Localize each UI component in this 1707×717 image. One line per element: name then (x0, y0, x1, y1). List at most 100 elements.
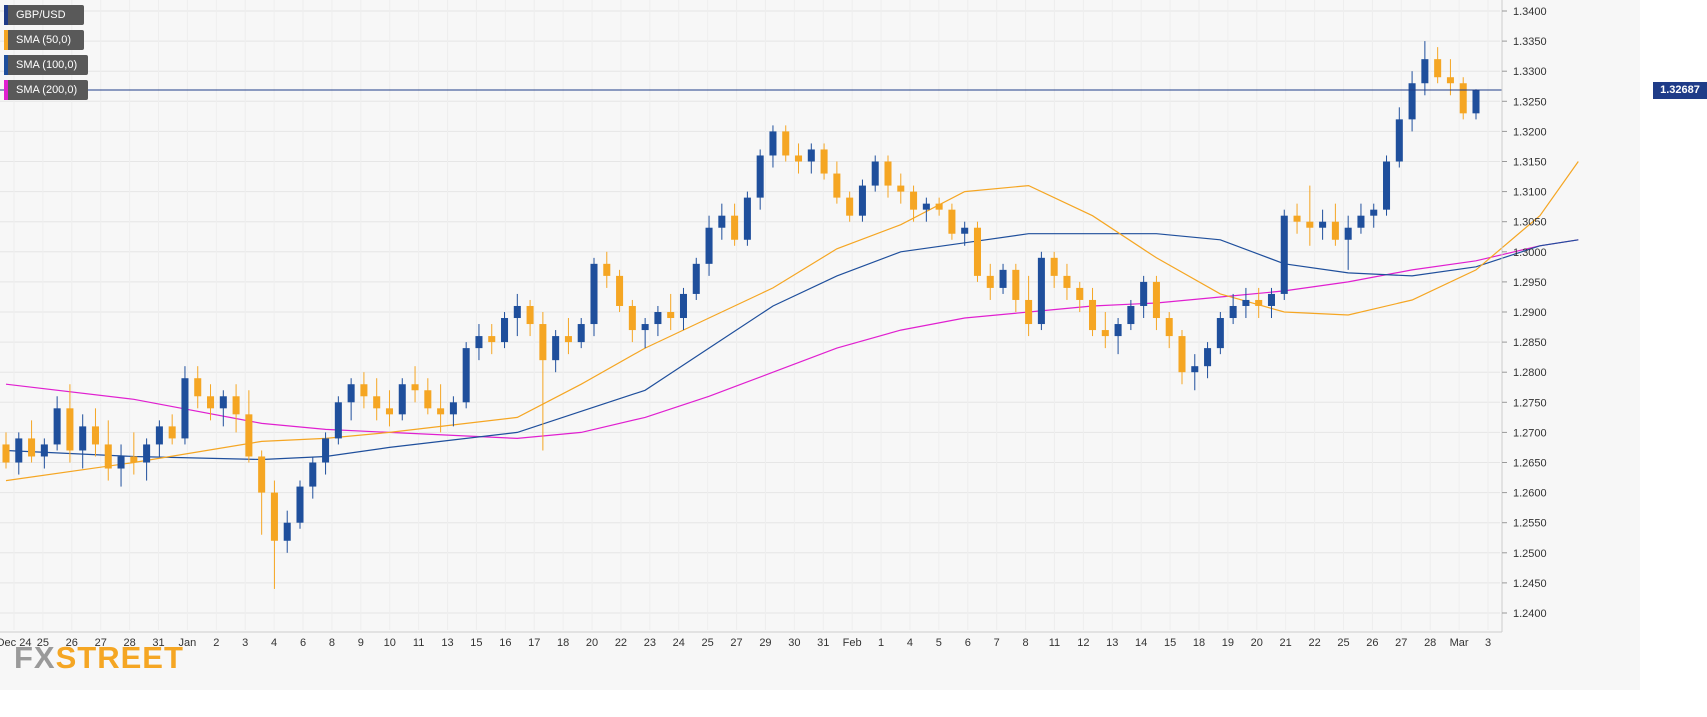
candle (603, 251, 611, 288)
y-tick-label: 1.2450 (1513, 578, 1547, 590)
x-tick-label: 27 (730, 637, 742, 649)
candle-body (181, 378, 189, 439)
candle-body (143, 444, 151, 463)
legend-swatch (4, 55, 8, 75)
legend-swatch (4, 30, 8, 50)
candle-body (1178, 336, 1186, 373)
candle (1101, 312, 1109, 349)
candle-body (1242, 299, 1250, 306)
legend-label: GBP/USD (16, 9, 66, 21)
candle-body (207, 396, 215, 409)
y-tick-label: 1.3400 (1513, 6, 1547, 18)
candle-body (679, 293, 687, 319)
legend-item-sma100[interactable]: SMA (100,0) (4, 55, 88, 75)
legend-label: SMA (100,0) (16, 59, 78, 71)
candle (641, 318, 649, 349)
candle-body (1255, 299, 1263, 306)
candle-body (961, 227, 969, 234)
candle (411, 366, 419, 403)
logo-fx: FX (14, 640, 56, 675)
candle-body (79, 426, 87, 451)
candle-body (1012, 269, 1020, 300)
candle-body (130, 456, 138, 463)
candle-body (1165, 318, 1173, 337)
y-tick-label: 1.2700 (1513, 427, 1547, 439)
candle (743, 191, 751, 246)
x-tick-label: 16 (499, 637, 511, 649)
candle (168, 414, 176, 445)
candle-body (398, 384, 406, 415)
x-tick-label: 7 (994, 637, 1000, 649)
x-tick-label: 11 (1049, 637, 1060, 649)
candle-body (871, 161, 879, 186)
y-tick-label: 1.2750 (1513, 397, 1547, 409)
x-tick-label: 20 (586, 637, 598, 649)
candle-body (53, 408, 61, 445)
candle (577, 318, 585, 349)
candle-body (526, 305, 534, 325)
candle (1063, 263, 1071, 300)
x-tick-label: 31 (152, 637, 164, 649)
candle (1408, 71, 1416, 132)
candle (1306, 185, 1314, 246)
candle (1178, 330, 1186, 385)
x-tick-label: 30 (788, 637, 800, 649)
legend-item-sma200[interactable]: SMA (200,0) (4, 80, 88, 100)
legend-item-gbpusd[interactable]: GBP/USD (4, 5, 84, 25)
legend-item-sma50[interactable]: SMA (50,0) (4, 30, 84, 50)
y-tick-label: 1.3350 (1513, 36, 1547, 48)
candle (948, 203, 956, 240)
candle-body (449, 402, 457, 415)
candle (398, 378, 406, 421)
candle (296, 480, 304, 529)
y-tick-label: 1.2650 (1513, 458, 1547, 470)
legend-label: SMA (50,0) (16, 34, 72, 46)
x-tick-label: 4 (907, 637, 913, 649)
x-tick-label: 2 (213, 637, 219, 649)
x-tick-label: 4 (271, 637, 277, 649)
x-tick-label: 13 (441, 637, 453, 649)
candle-body (283, 522, 291, 541)
candle-body (270, 492, 278, 541)
candle-body (1395, 119, 1403, 162)
candle-body (935, 203, 943, 210)
candle-body (999, 269, 1007, 288)
candle (270, 480, 278, 589)
candle (1344, 215, 1352, 270)
candle-body (1459, 83, 1467, 114)
y-tick-label: 1.3300 (1513, 66, 1547, 78)
legend-label: SMA (200,0) (16, 84, 78, 96)
candle (437, 384, 445, 433)
candle (820, 143, 828, 180)
x-tick-label: 21 (1280, 637, 1292, 649)
x-tick-label: 15 (1164, 637, 1176, 649)
candle (628, 299, 636, 343)
candle-body (782, 131, 790, 156)
candle (155, 420, 163, 457)
candle (385, 390, 393, 427)
candle-body (462, 348, 470, 403)
candle-body (769, 131, 777, 156)
candle-body (1140, 281, 1148, 306)
candle (117, 444, 125, 487)
candle-body (245, 414, 253, 457)
y-tick-label: 1.3250 (1513, 96, 1547, 108)
x-tick-label: 31 (817, 637, 829, 649)
x-tick-label: 17 (528, 637, 540, 649)
x-tick-label: 14 (1135, 637, 1147, 649)
candle-body (1421, 59, 1429, 84)
x-tick-label: 3 (242, 637, 248, 649)
y-tick-label: 1.2850 (1513, 337, 1547, 349)
x-tick-label: 10 (384, 637, 396, 649)
current-price-badge: 1.32687 (1653, 81, 1707, 99)
candle (654, 305, 662, 337)
candle (475, 324, 483, 361)
candle-body (590, 263, 598, 325)
candle-body (104, 444, 112, 469)
x-tick-label: 24 (673, 637, 685, 649)
x-tick-label: 22 (615, 637, 627, 649)
x-tick-label: 3 (1485, 637, 1491, 649)
candle-body (1204, 348, 1212, 367)
candle-body (603, 263, 611, 276)
